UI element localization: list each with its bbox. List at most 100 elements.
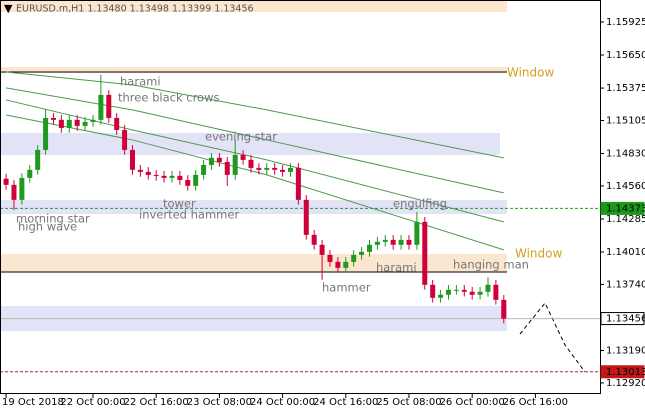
price-level-label: 1.13456 [606,314,645,325]
price-level-label: 1.13013 [606,367,645,378]
candle-body [438,294,444,298]
pattern-label: harami [376,261,417,275]
candle-body [27,169,33,178]
candle-body [114,117,120,130]
candle-body [145,171,151,175]
candle-body [374,241,380,245]
y-tick-label: 1.14830 [606,149,645,160]
y-tick-label: 1.15375 [606,83,645,94]
plot [0,71,600,373]
candle-body [161,175,167,178]
pattern-label: three black crows [118,91,220,105]
pattern-label: engulfing [393,197,447,211]
candle-body [153,174,159,176]
candle-body [66,119,72,128]
candle-body [501,299,507,319]
window-label: Window [507,66,555,80]
moving-average [5,87,504,194]
moving-average [5,99,504,223]
zone-band [0,0,507,12]
candle-body [469,291,475,295]
candle-body [311,234,317,245]
x-tick-label: 25 Oct 08:00 [376,397,441,408]
candle-body [461,289,467,292]
candle-body [43,117,49,150]
pattern-label: hanging man [453,258,529,272]
candle-body [201,164,207,175]
candle-body [493,284,499,300]
candle-body [287,167,293,172]
y-tick-label: 1.12920 [606,378,645,389]
candle-body [208,157,214,165]
x-tick-label: 19 Oct 2018 [2,397,64,408]
pattern-label: hammer [322,281,371,295]
candle-body [382,239,388,242]
zone-band [0,254,507,272]
moving-average [6,71,504,159]
candle-body [351,254,357,262]
candle-body [35,149,41,170]
candle-body [169,175,175,178]
window-label: Window [515,247,563,261]
x-tick-label: 24 Oct 16:00 [313,397,378,408]
x-tick-label: 23 Oct 08:00 [187,397,252,408]
candle-body [319,244,325,255]
pattern-label: morning star [16,212,90,226]
candle-body [303,199,309,235]
candle-body [366,244,372,252]
y-tick-label: 1.15925 [606,17,645,28]
candle-body [485,284,491,292]
x-tick-label: 24 Oct 00:00 [250,397,315,408]
candle-body [82,121,88,126]
y-tick-label: 1.13740 [606,279,645,290]
candle-body [295,167,301,200]
x-tick-label: 22 Oct 00:00 [60,397,125,408]
y-tick-label: 1.14010 [606,247,645,258]
candle-body [398,239,404,245]
candle-body [406,239,412,245]
candle-body [256,167,262,170]
candle-body [177,175,183,180]
x-tick-label: 26 Oct 16:00 [503,397,568,408]
candle-body [430,284,436,298]
price-level-box [600,365,645,379]
price-level-label: 1.14373 [606,203,645,214]
pattern-label: harami [120,75,161,89]
candle-body [264,167,270,170]
candle-body [74,119,80,126]
pattern-label: inverted hammer [139,208,239,222]
candle-body [422,221,428,285]
forecast-path [519,302,586,373]
candle-body [335,261,341,268]
candle-body [224,161,230,175]
candle-body [3,178,9,185]
candle-body [240,154,246,160]
chart-header: EURUSD.m,H1 1.13480 1.13498 1.13399 1.13… [16,4,254,15]
candle-body [343,261,349,268]
candle-body [193,174,199,186]
price-level-box [600,312,645,326]
candle-body [90,119,96,122]
pattern-label: evening star [205,130,277,144]
y-tick-label: 1.15105 [606,115,645,126]
plot-frame [0,0,601,394]
x-tick-label: 22 Oct 16:00 [124,397,189,408]
candle-body [106,94,112,118]
y-tick-label: 1.14560 [606,181,645,192]
candle-body [445,289,451,295]
candle-body [98,94,104,120]
collapse-icon: ▼ [4,2,13,15]
candle-body [272,167,278,170]
y-tick-label: 1.14285 [606,214,645,225]
candle-body [248,159,254,168]
y-tick-label: 1.13190 [606,346,645,357]
price-level-box [600,201,645,215]
candle-body [280,169,286,172]
candle-body [359,251,365,255]
candle-body [232,154,238,175]
candle-body [137,169,143,172]
candle-body [390,239,396,245]
candle-body [453,289,459,291]
candle-body [129,149,135,170]
candle-body [11,184,17,200]
